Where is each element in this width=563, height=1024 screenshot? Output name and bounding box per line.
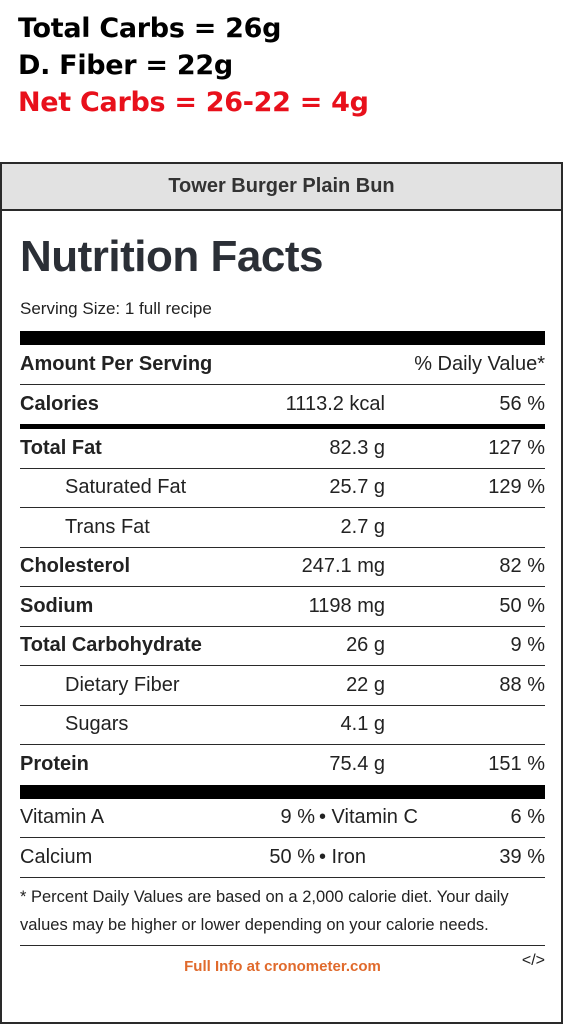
nutrient-daily-value: 9 %	[510, 634, 545, 657]
nutrient-name: Trans Fat	[65, 515, 150, 538]
nutrient-amount: 4.1 g	[340, 713, 385, 736]
nutrient-name: Sugars	[65, 713, 129, 736]
nutrient-name: Protein	[20, 753, 89, 776]
label-footer: Full Info at cronometer.com </>	[20, 946, 545, 990]
nutrient-amount: 25.7 g	[329, 476, 385, 499]
vitamin-a-value: 9 %	[280, 806, 315, 829]
nutrient-row-sodium: Sodium 1198 mg 50 %	[20, 587, 545, 627]
calcium-value: 50 %	[269, 845, 315, 868]
iron-value: 39 %	[499, 845, 545, 868]
header-row: Amount Per Serving % Daily Value*	[20, 345, 545, 385]
nutrition-card: Tower Burger Plain Bun Nutrition Facts S…	[0, 162, 563, 1024]
amount-per-serving-header: Amount Per Serving	[20, 352, 213, 375]
nutrient-name: Dietary Fiber	[65, 673, 180, 696]
vitamin-row-2: Calcium 50 % • Iron 39 %	[20, 838, 545, 878]
recipe-title: Tower Burger Plain Bun	[2, 164, 561, 211]
nutrient-row-saturated-fat: Saturated Fat 25.7 g 129 %	[20, 469, 545, 508]
thick-divider	[20, 331, 545, 345]
nutrient-row-protein: Protein 75.4 g 151 %	[20, 745, 545, 785]
nutrient-amount: 82.3 g	[329, 436, 385, 459]
nutrient-daily-value: 88 %	[499, 673, 545, 696]
nutrient-amount: 1113.2 kcal	[285, 392, 385, 415]
nutrient-amount: 22 g	[346, 673, 385, 696]
nutrient-amount: 247.1 mg	[301, 555, 385, 578]
fiber-note: D. Fiber = 22g	[18, 50, 233, 81]
nutrient-name: Sodium	[20, 594, 94, 617]
embed-code-icon[interactable]: </>	[521, 951, 545, 969]
net-carbs-note: Net Carbs = 26-22 = 4g	[18, 87, 369, 118]
nutrient-name: Saturated Fat	[65, 476, 187, 499]
thick-divider	[20, 784, 545, 799]
nutrient-daily-value: 82 %	[499, 555, 545, 578]
nutrient-row-trans-fat: Trans Fat 2.7 g	[20, 508, 545, 548]
daily-value-header: % Daily Value*	[414, 352, 545, 375]
nutrient-amount: 2.7 g	[340, 515, 385, 538]
serving-size: Serving Size: 1 full recipe	[20, 299, 212, 318]
total-carbs-note: Total Carbs = 26g	[18, 13, 282, 44]
vitamin-c-label: • Vitamin C	[319, 806, 418, 829]
nutrient-name: Cholesterol	[20, 555, 131, 578]
daily-value-footnote: * Percent Daily Values are based on a 2,…	[20, 878, 545, 946]
calcium-label: Calcium	[20, 845, 93, 868]
nutrient-name: Total Fat	[20, 436, 102, 459]
nutrient-daily-value: 56 %	[499, 392, 545, 415]
nutrient-daily-value: 151 %	[488, 753, 545, 776]
nutrient-row-sugars: Sugars 4.1 g	[20, 706, 545, 745]
vitamin-c-value: 6 %	[510, 806, 545, 829]
nutrient-row-calories: Calories 1113.2 kcal 56 %	[20, 385, 545, 425]
nutrient-row-cholesterol: Cholesterol 247.1 mg 82 %	[20, 548, 545, 587]
nutrient-row-total-fat: Total Fat 82.3 g 127 %	[20, 429, 545, 469]
nutrient-name: Calories	[20, 392, 99, 415]
nutrient-row-total-carbohydrate: Total Carbohydrate 26 g 9 %	[20, 627, 545, 666]
vitamin-a-label: Vitamin A	[20, 806, 105, 829]
full-info-link[interactable]: Full Info at cronometer.com	[184, 957, 381, 975]
iron-label: • Iron	[319, 845, 367, 868]
net-carbs-annotation: Total Carbs = 26g D. Fiber = 22g Net Car…	[18, 10, 369, 121]
nutrition-facts-title: Nutrition Facts	[20, 232, 323, 281]
nutrient-amount: 75.4 g	[329, 753, 385, 776]
nutrient-daily-value: 129 %	[488, 476, 545, 499]
vitamin-row-1: Vitamin A 9 % • Vitamin C 6 %	[20, 799, 545, 838]
nutrition-label: Nutrition Facts Serving Size: 1 full rec…	[20, 227, 545, 990]
nutrient-name: Total Carbohydrate	[20, 634, 202, 657]
nutrient-row-dietary-fiber: Dietary Fiber 22 g 88 %	[20, 666, 545, 706]
nutrient-amount: 26 g	[346, 634, 385, 657]
nutrient-daily-value: 50 %	[499, 594, 545, 617]
nutrient-amount: 1198 mg	[308, 594, 385, 617]
nutrient-daily-value: 127 %	[488, 436, 545, 459]
medium-divider	[20, 424, 545, 429]
